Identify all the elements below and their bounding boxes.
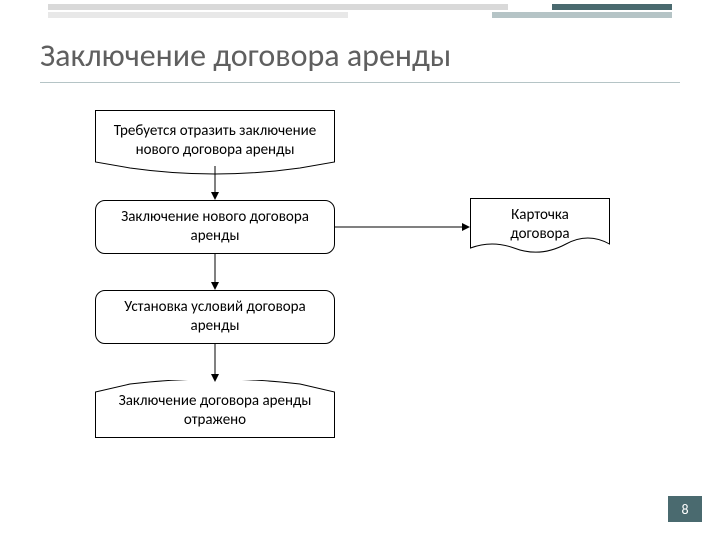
title-underline xyxy=(40,82,680,83)
page-title: Заключение договора аренды xyxy=(40,36,451,75)
page-number: 8 xyxy=(681,501,688,518)
flow-edge xyxy=(210,344,220,384)
deco-bar xyxy=(48,4,508,10)
flow-node-label: Установка условий договора аренды xyxy=(106,298,324,336)
page-number-badge: 8 xyxy=(668,496,702,522)
deco-bar-accent-light xyxy=(492,12,672,18)
flow-node-label: Требуется отразить заключение нового дог… xyxy=(95,110,335,168)
flow-edge xyxy=(335,222,473,232)
flow-edge xyxy=(210,166,220,202)
flow-node-label: Карточка договора xyxy=(470,198,610,246)
deco-bar-accent xyxy=(552,4,672,10)
header-decoration xyxy=(0,0,720,28)
deco-bar xyxy=(48,12,348,18)
flowchart: Требуется отразить заключение нового дог… xyxy=(0,100,720,500)
flow-node-document: Карточка договора xyxy=(470,198,610,256)
flow-edge xyxy=(210,254,220,292)
flow-node-label: Заключение нового договора аренды xyxy=(106,208,324,246)
flow-node-process: Установка условий договора аренды xyxy=(95,290,335,344)
flow-node-label: Заключение договора аренды отражено xyxy=(95,388,335,438)
flow-node-end: Заключение договора аренды отражено xyxy=(95,380,335,438)
flow-node-process: Заключение нового договора аренды xyxy=(95,200,335,254)
